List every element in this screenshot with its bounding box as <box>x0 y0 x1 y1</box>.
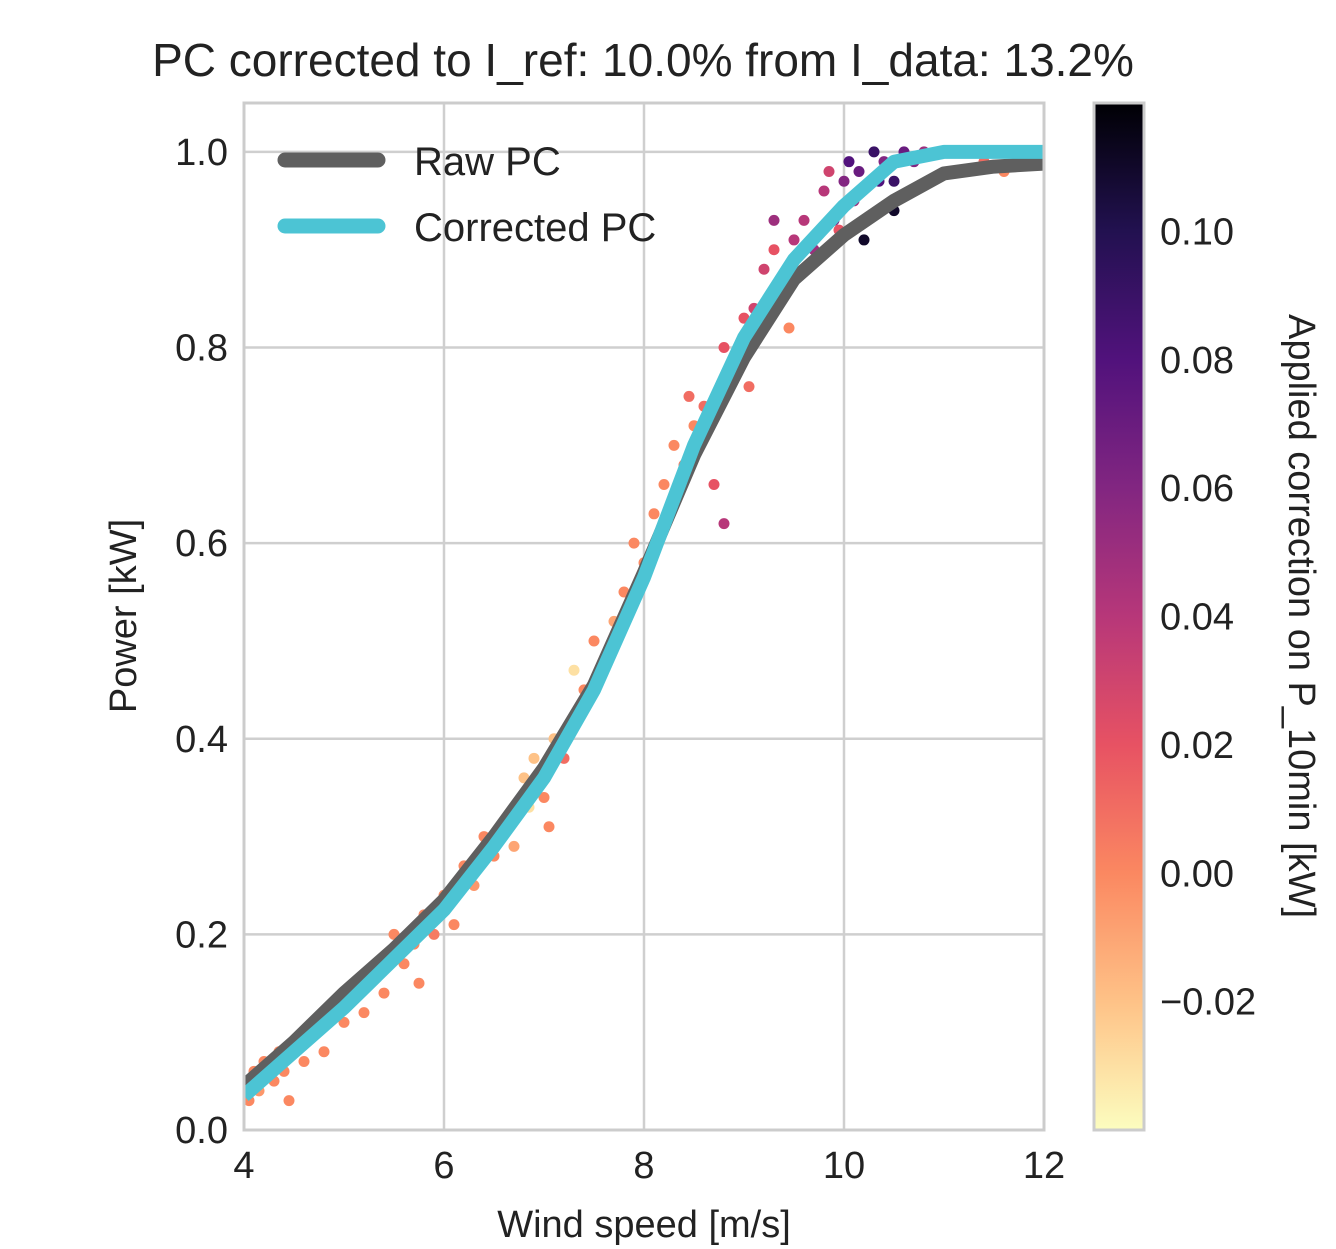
colorbar-tick-label-1: 0.08 <box>1160 340 1234 382</box>
plot-frame <box>242 101 1046 1132</box>
colorbar <box>1092 101 1146 1132</box>
scatter-point-62 <box>758 263 770 275</box>
y-tick-label-5: 1.0 <box>175 132 228 174</box>
power-curve-lines <box>244 144 1044 1102</box>
colorbar-tick-label-3: 0.04 <box>1160 597 1234 639</box>
x-tick-label-4: 12 <box>1023 1145 1065 1187</box>
y-tick-label-3: 0.6 <box>175 523 228 565</box>
scatter-point-21 <box>413 977 425 989</box>
y-tick-label-4: 0.8 <box>175 328 228 370</box>
series-line-1 <box>244 144 1044 1102</box>
x-axis-label: Wind speed [m/s] <box>497 1204 791 1246</box>
scatter-point-74 <box>838 175 850 187</box>
y-axis-label: Power [kW] <box>103 519 145 713</box>
scatter-point-56 <box>718 518 730 530</box>
x-tick-label-0: 4 <box>233 1145 254 1187</box>
y-tick-labels: 0.0 0.2 0.4 0.6 0.8 1.0 <box>175 132 228 1152</box>
scatter-point-79 <box>868 146 880 158</box>
scatter-point-46 <box>628 537 640 549</box>
scatter-point-78 <box>858 234 870 246</box>
x-tick-labels: 4 6 8 10 12 <box>233 1145 1065 1187</box>
colorbar-tick-label-2: 0.06 <box>1160 468 1234 510</box>
scatter-point-71 <box>823 165 835 177</box>
legend-label-raw-pc: Raw PC <box>414 140 561 184</box>
scatter-point-11 <box>318 1046 330 1058</box>
scatter-point-66 <box>783 322 795 334</box>
legend: Raw PC Corrected PC <box>277 140 656 250</box>
colorbar-tick-labels: 0.10 0.08 0.06 0.04 0.02 0.00 −0.02 <box>1160 211 1256 1023</box>
y-tick-label-1: 0.2 <box>175 914 228 956</box>
scatter-point-25 <box>448 919 460 931</box>
scatter-point-13 <box>338 1016 350 1028</box>
x-tick-label-2: 8 <box>633 1145 654 1187</box>
scatter-point-50 <box>668 439 680 451</box>
scatter-point-40 <box>568 664 580 676</box>
scatter-point-31 <box>508 840 520 852</box>
scatter-point-70 <box>818 185 830 197</box>
scatter-point-60 <box>743 381 755 393</box>
y-tick-label-0: 0.0 <box>175 1110 228 1152</box>
scatter-point-64 <box>768 214 780 226</box>
scatter-point-52 <box>683 390 695 402</box>
scatter-point-34 <box>528 752 540 764</box>
colorbar-label: Applied correction on P_10min [kW] <box>1280 314 1322 918</box>
scatter-point-77 <box>853 165 865 177</box>
chart-title: PC corrected to I_ref: 10.0% from I_data… <box>152 34 1134 86</box>
scatter-point-35 <box>538 791 550 803</box>
scatter-point-55 <box>708 478 720 490</box>
colorbar-tick-label-0: 0.10 <box>1160 211 1234 253</box>
x-tick-label-1: 6 <box>433 1145 454 1187</box>
scatter-point-67 <box>788 234 800 246</box>
scatter-point-75 <box>843 156 855 168</box>
colorbar-tick-label-4: 0.02 <box>1160 725 1234 767</box>
scatter-point-36 <box>543 821 555 833</box>
scatter-point-17 <box>378 987 390 999</box>
scatter-point-15 <box>358 1007 370 1019</box>
x-tick-label-3: 10 <box>823 1145 865 1187</box>
scatter-point-57 <box>718 342 730 354</box>
legend-label-corrected-pc: Corrected PC <box>414 206 656 250</box>
scatter-point-49 <box>658 478 670 490</box>
scatter-point-63 <box>768 244 780 256</box>
colorbar-tick-label-5: 0.00 <box>1160 853 1234 895</box>
y-tick-label-2: 0.4 <box>175 719 228 761</box>
scatter-point-68 <box>798 214 810 226</box>
colorbar-tick-label-6: −0.02 <box>1160 982 1256 1024</box>
scatter-point-7 <box>283 1095 295 1107</box>
scatter-point-48 <box>648 508 660 520</box>
scatter-point-83 <box>888 175 900 187</box>
scatter-point-9 <box>298 1056 310 1068</box>
scatter-point-42 <box>588 635 600 647</box>
